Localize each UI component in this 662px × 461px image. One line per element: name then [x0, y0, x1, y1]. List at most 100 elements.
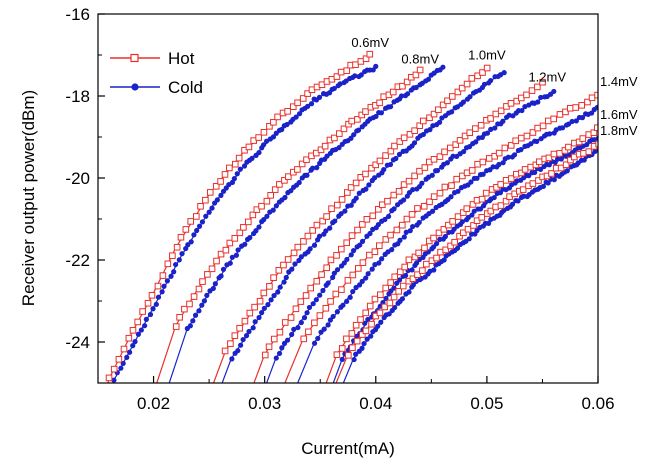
- cold-point: [271, 292, 277, 299]
- cold-point: [409, 267, 415, 273]
- hot-point: [181, 305, 188, 313]
- cold-point: [168, 273, 174, 279]
- cold-point: [289, 331, 295, 338]
- hot-point: [328, 205, 335, 213]
- hot-point: [430, 234, 437, 242]
- cold-point: [308, 101, 315, 107]
- hot-point: [280, 261, 287, 269]
- cold-point: [320, 287, 326, 294]
- hot-point: [495, 149, 503, 157]
- hot-point: [594, 124, 598, 132]
- hot-point: [297, 298, 305, 305]
- cold-point: [376, 260, 382, 266]
- hot-point: [445, 221, 452, 229]
- cold-point: [327, 225, 333, 231]
- cold-point: [336, 145, 342, 151]
- hot-point: [472, 125, 479, 132]
- hot-point: [344, 189, 351, 196]
- legend-hot-marker: [130, 53, 139, 63]
- cold-point: [220, 266, 227, 272]
- hot-point: [426, 114, 433, 122]
- cold-point: [233, 252, 239, 258]
- hot-point: [362, 309, 370, 317]
- cold-point: [296, 257, 302, 264]
- hot-point: [403, 215, 411, 223]
- hot-point: [575, 138, 583, 146]
- cold-point: [142, 323, 148, 329]
- cold-point: [260, 142, 267, 148]
- cold-point: [321, 326, 327, 332]
- cold-point: [371, 175, 378, 181]
- cold-point: [396, 277, 403, 283]
- hot-point: [501, 144, 509, 152]
- cold-point: [471, 208, 477, 214]
- cold-point: [356, 190, 362, 196]
- cold-point: [187, 323, 193, 329]
- hot-point: [231, 235, 239, 242]
- hot-point: [492, 203, 499, 211]
- hot-point: [338, 345, 346, 352]
- hot-point: [399, 82, 406, 90]
- hot-point: [352, 179, 360, 187]
- cold-point: [259, 310, 265, 316]
- hot-point: [366, 251, 373, 259]
- hot-point: [327, 256, 335, 264]
- hot-point: [354, 116, 361, 123]
- hot-point: [399, 282, 407, 290]
- cold-point: [265, 302, 271, 308]
- hot-point: [253, 206, 261, 213]
- hot-point: [261, 351, 269, 359]
- hot-point: [588, 94, 596, 102]
- cold-point: [389, 247, 395, 253]
- hot-point: [337, 68, 345, 76]
- cold-point: [505, 154, 511, 160]
- cold-point: [305, 103, 311, 109]
- cold-point: [534, 138, 540, 145]
- cold-point: [400, 197, 407, 203]
- hot-point: [473, 217, 481, 224]
- hot-point: [164, 260, 172, 268]
- cold-point: [347, 294, 353, 300]
- cold-point: [386, 213, 392, 220]
- hot-point: [439, 101, 447, 109]
- cold-point: [337, 81, 343, 87]
- hot-point: [362, 327, 370, 335]
- hot-point: [304, 232, 312, 240]
- hot-point: [416, 66, 424, 74]
- hot-point: [426, 198, 433, 206]
- cold-point: [209, 205, 215, 211]
- hot-point: [362, 108, 369, 115]
- hot-point: [369, 212, 377, 220]
- cold-point: [284, 121, 290, 128]
- hot-point: [371, 295, 379, 303]
- hot-point: [565, 143, 572, 151]
- hot-point: [535, 177, 542, 184]
- cold-point: [367, 230, 373, 237]
- cold-point: [191, 232, 197, 238]
- cold-point: [206, 209, 212, 215]
- hot-point: [405, 177, 413, 185]
- cold-point: [410, 223, 416, 230]
- hot-point: [322, 304, 330, 312]
- cold-point: [353, 351, 359, 357]
- cold-point: [410, 282, 416, 288]
- hot-point: [336, 130, 343, 137]
- cold-point: [307, 246, 313, 252]
- hot-point: [317, 146, 325, 154]
- cold-point: [454, 245, 461, 251]
- cold-point: [229, 356, 235, 362]
- hot-point: [497, 202, 505, 209]
- cold-point: [316, 94, 323, 100]
- cold-point: [153, 301, 159, 307]
- cold-point: [268, 297, 274, 303]
- cold-point: [296, 179, 302, 186]
- cold-point: [545, 180, 551, 186]
- hot-point: [249, 211, 257, 219]
- hot-point: [294, 99, 301, 107]
- cold-point: [111, 377, 117, 383]
- cold-point: [261, 217, 267, 223]
- cold-point: [295, 324, 301, 331]
- cold-point: [118, 365, 124, 371]
- cold-point: [331, 85, 337, 92]
